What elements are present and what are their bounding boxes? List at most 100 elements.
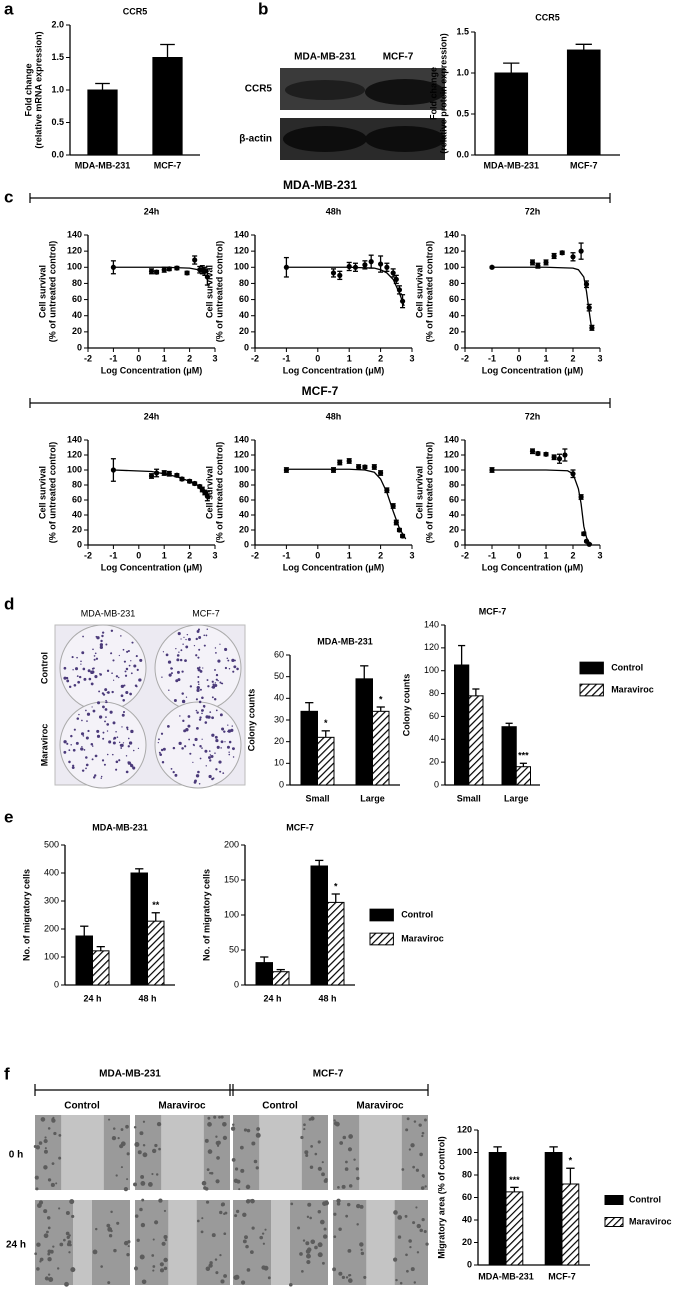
point bbox=[161, 470, 167, 476]
y-tick-label: 300 bbox=[44, 895, 59, 905]
x-axis-label: Log Concentration (μM) bbox=[101, 562, 203, 572]
point bbox=[148, 268, 155, 274]
y-tick-label: 80 bbox=[239, 278, 249, 288]
panel-label: c bbox=[4, 187, 13, 206]
x-tick-label: Large bbox=[360, 793, 385, 803]
x-tick-label: 0 bbox=[516, 353, 521, 363]
y-tick-label: 0 bbox=[279, 779, 284, 789]
y-tick-label: 120 bbox=[457, 1124, 472, 1134]
chart-title: 72h bbox=[525, 206, 541, 216]
point bbox=[396, 527, 403, 533]
legend-label: Maraviroc bbox=[611, 684, 654, 694]
point bbox=[148, 473, 155, 479]
y-axis-label: Colony counts bbox=[401, 674, 411, 737]
point bbox=[570, 471, 576, 477]
lane-label: MDA-MB-231 bbox=[294, 52, 356, 63]
legend-label: Control bbox=[401, 909, 433, 919]
condition-label: Control bbox=[262, 1101, 298, 1112]
y-axis-label: No. of migratory cells bbox=[201, 869, 211, 961]
x-tick-label: -2 bbox=[84, 550, 92, 560]
colony-plate-image bbox=[54, 624, 246, 789]
y-tick-label: 80 bbox=[462, 1169, 472, 1179]
x-tick-label: MCF-7 bbox=[154, 160, 182, 170]
x-tick-label: -2 bbox=[251, 353, 259, 363]
x-axis-label: Log Concentration (μM) bbox=[482, 365, 584, 375]
error-bar bbox=[519, 762, 527, 767]
legend-label: Control bbox=[611, 662, 643, 672]
y-axis-label: (% of untreated control) bbox=[214, 442, 224, 544]
chart-title: MDA-MB-231 bbox=[92, 822, 148, 832]
y-tick-label: 0.5 bbox=[51, 117, 64, 127]
y-tick-label: 80 bbox=[72, 278, 82, 288]
x-tick-label: -2 bbox=[251, 550, 259, 560]
x-tick-label: -1 bbox=[488, 550, 496, 560]
bar bbox=[515, 766, 531, 786]
point bbox=[551, 454, 557, 460]
y-tick-label: 0.0 bbox=[456, 149, 469, 159]
error-bar bbox=[510, 1186, 519, 1192]
x-axis-label: Log Concentration (μM) bbox=[283, 365, 385, 375]
x-tick-label: -2 bbox=[461, 353, 469, 363]
point bbox=[337, 459, 343, 466]
x-tick-label: MDA-MB-231 bbox=[75, 160, 131, 170]
error-bar bbox=[360, 665, 369, 679]
point bbox=[153, 269, 160, 275]
error-bar bbox=[458, 644, 466, 665]
point bbox=[192, 257, 198, 263]
y-tick-label: 100 bbox=[444, 262, 459, 272]
x-tick-label: 2 bbox=[378, 550, 383, 560]
point bbox=[399, 298, 406, 304]
y-axis-label: Cell survival bbox=[414, 265, 424, 318]
y-tick-label: 20 bbox=[72, 524, 82, 534]
legend-swatch bbox=[604, 1217, 624, 1227]
chart-title: 24h bbox=[144, 411, 160, 421]
point bbox=[352, 264, 359, 270]
y-tick-label: 50 bbox=[274, 671, 284, 681]
x-tick-label: 24 h bbox=[263, 993, 281, 1003]
point bbox=[184, 270, 190, 276]
legend-swatch bbox=[579, 661, 604, 675]
error-bar bbox=[575, 43, 592, 51]
y-tick-label: 40 bbox=[274, 693, 284, 703]
point bbox=[384, 487, 390, 493]
x-tick-label: Small bbox=[305, 793, 329, 803]
y-axis-label: (relative protein expression) bbox=[438, 33, 448, 154]
bar bbox=[147, 920, 165, 986]
plate-row-label: Control bbox=[39, 652, 49, 684]
point bbox=[174, 472, 180, 478]
x-tick-label: -1 bbox=[282, 550, 290, 560]
y-tick-label: 60 bbox=[72, 294, 82, 304]
y-axis-label: Fold change bbox=[23, 63, 33, 116]
time-label: 0 h bbox=[9, 1150, 23, 1161]
chart-title: 48h bbox=[326, 206, 342, 216]
y-tick-label: 60 bbox=[72, 494, 82, 504]
y-tick-label: 60 bbox=[239, 494, 249, 504]
bar bbox=[92, 950, 110, 986]
point bbox=[529, 448, 536, 454]
y-tick-label: 0 bbox=[454, 539, 459, 549]
point bbox=[179, 476, 185, 482]
plate-column-label: MCF-7 bbox=[192, 608, 220, 618]
y-tick-label: 150 bbox=[224, 874, 239, 884]
row-label: CCR5 bbox=[245, 84, 273, 95]
error-bar bbox=[505, 722, 513, 727]
x-tick-label: 1 bbox=[543, 353, 548, 363]
point bbox=[589, 325, 595, 331]
y-tick-label: 80 bbox=[239, 479, 249, 489]
x-tick-label: 0 bbox=[136, 550, 141, 560]
point bbox=[346, 458, 352, 464]
scratch-images bbox=[33, 1115, 429, 1287]
point bbox=[570, 254, 576, 260]
x-tick-label: 1 bbox=[543, 550, 548, 560]
point bbox=[535, 263, 541, 269]
point bbox=[110, 467, 116, 473]
bar bbox=[468, 695, 484, 786]
x-tick-label: 3 bbox=[597, 353, 602, 363]
error-bar bbox=[135, 868, 144, 873]
bar bbox=[255, 962, 273, 986]
error-bar bbox=[95, 82, 110, 90]
y-tick-label: 0 bbox=[77, 342, 82, 352]
point bbox=[543, 259, 549, 266]
point bbox=[390, 503, 396, 509]
y-tick-label: 1.0 bbox=[51, 84, 64, 94]
